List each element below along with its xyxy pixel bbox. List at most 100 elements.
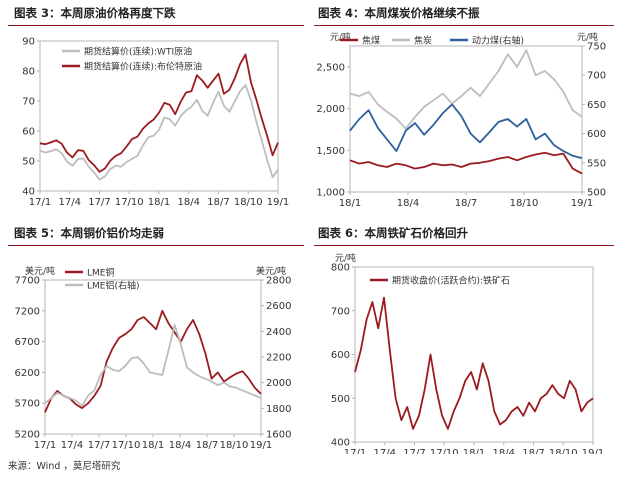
y-tick-label: 800: [331, 263, 350, 274]
x-tick-label: 17/7: [403, 448, 425, 454]
x-tick-label: 18/1: [148, 197, 170, 208]
x-tick-label: 17/10: [115, 197, 144, 208]
y-tick-label: 60: [22, 127, 35, 138]
x-tick-label: 18/7: [522, 448, 544, 454]
x-tick-label: 17/4: [61, 440, 83, 451]
y2-tick-label: 2600: [266, 301, 291, 312]
x-tick-label: 18/10: [510, 198, 539, 209]
title-underline: [8, 245, 304, 246]
y-tick-label: 5700: [15, 399, 40, 410]
y-tick-label: 7200: [15, 306, 40, 317]
series-line: [354, 296, 594, 430]
chart-copper-aluminium: 5200 5700 6200 6700 7200 7700 1600 1800 2000 2200…: [15, 265, 292, 451]
series-line: [349, 151, 583, 175]
x-tick-label: 19/1: [582, 448, 604, 454]
y-tick-label: 5200: [15, 430, 40, 441]
legend-label: LME铜: [87, 267, 114, 279]
x-tick-label: 18/4: [169, 440, 191, 451]
x-tick-label: 18/7: [455, 198, 477, 209]
source-note: 来源：Wind ，莫尼塔研究: [8, 461, 121, 472]
x-tick-label: 17/4: [59, 197, 81, 208]
x-tick-label: 17/7: [88, 197, 110, 208]
x-tick-label: 17/7: [88, 440, 110, 451]
y2-tick-label: 750: [587, 42, 606, 53]
title-underline: [314, 25, 614, 26]
y-tick-label: 50: [22, 157, 35, 168]
series-line: [349, 103, 583, 159]
y-tick-label: 6200: [15, 368, 40, 379]
x-tick-label: 17/1: [34, 440, 56, 451]
plot-frame: [44, 279, 262, 435]
series-line: [39, 53, 279, 173]
chart-title: 图表 3：本周原油价格再度下跌: [14, 6, 176, 20]
y2-tick-label: 600: [587, 129, 606, 140]
chart-crude-oil: 40 50 60 70 80 90 17/1 17/4 17/7 17/10 18/1 18/4 18/…: [22, 37, 289, 209]
x-tick-label: 17/1: [29, 197, 51, 208]
x-tick-label: 17/1: [344, 448, 366, 454]
y-tick-label: 600: [331, 350, 350, 361]
legend-label: 期货结算价(连续):WTI原油: [84, 46, 192, 58]
x-tick-label: 18/4: [493, 448, 515, 454]
legend-label: 期货结算价(连续):布伦特原油: [84, 61, 202, 73]
y-tick-label: 7700: [15, 276, 40, 287]
y2-tick-label: 700: [587, 71, 606, 82]
y2-tick-label: 1800: [266, 404, 291, 415]
y2-tick-label: 2800: [266, 276, 291, 287]
x-tick-label: 19/1: [267, 197, 289, 208]
series-line: [39, 84, 279, 181]
x-tick-label: 19/1: [571, 198, 593, 209]
legend-label: 动力煤(右轴): [472, 35, 524, 47]
chart-panel-coal: 图表 4：本周煤炭价格继续不振 1,000 1,500 2,000 2,500 500 5…: [310, 0, 620, 215]
y2-tick-label: 550: [587, 158, 606, 169]
chart-coal: 1,000 1,500 2,000 2,500 500 550 600 650 700 750元/…: [316, 31, 606, 209]
y2-tick-label: 2200: [266, 353, 291, 364]
title-underline: [314, 245, 614, 246]
chart-panel-copper-aluminium: 图表 5：本周铜价铝价均走弱 5200 5700 6200 6700 7200 7700 1…: [0, 222, 310, 454]
y2-tick-label: 1600: [266, 430, 291, 441]
x-tick-label: 18/7: [207, 197, 229, 208]
y-tick-label: 500: [331, 394, 350, 405]
y2-tick-label: 650: [587, 100, 606, 111]
legend-label: LME铝(右轴): [87, 280, 140, 292]
x-tick-label: 18/1: [463, 448, 485, 454]
x-tick-label: 18/7: [196, 440, 218, 451]
title-underline: [8, 25, 304, 26]
y-tick-label: 80: [22, 67, 35, 78]
y2-tick-label: 2000: [266, 378, 291, 389]
y-tick-label: 6700: [15, 337, 40, 348]
legend-label: 焦煤: [362, 35, 380, 47]
x-tick-label: 17/4: [374, 448, 396, 454]
y-tick-label: 2,500: [316, 62, 345, 73]
y-tick-label: 70: [22, 97, 35, 108]
y-tick-label: 700: [331, 306, 350, 317]
x-tick-label: 17/10: [112, 440, 141, 451]
legend-label: 期货收盘价(活跃合约):铁矿石: [392, 275, 510, 287]
plot-frame: [349, 45, 583, 193]
y2-tick-label: 2400: [266, 327, 291, 338]
y2-tick-label: 500: [587, 188, 606, 199]
y-tick-label: 40: [22, 187, 35, 198]
legend-label: 焦炭: [414, 35, 432, 47]
series-line: [349, 49, 583, 130]
series-line: [44, 324, 262, 407]
x-tick-label: 18/4: [178, 197, 200, 208]
x-tick-label: 18/4: [397, 198, 419, 209]
chart-title: 图表 6：本周铁矿石价格回升: [318, 226, 469, 240]
y-tick-label: 1,500: [316, 146, 345, 157]
chart-panel-crude-oil: 图表 3：本周原油价格再度下跌 40 50 60 70 80 90 17/1 17/4 17/7…: [0, 0, 310, 215]
y-tick-label: 2,000: [316, 104, 345, 115]
y-tick-label: 1,000: [316, 188, 345, 199]
y2-axis-unit: 美元/吨: [256, 265, 286, 277]
y2-axis-unit: 元/吨: [577, 31, 598, 43]
chart-title: 图表 4：本周煤炭价格继续不振: [318, 6, 480, 20]
series-line: [44, 309, 262, 413]
y-tick-label: 90: [22, 37, 35, 48]
y-axis-unit: 美元/吨: [25, 265, 55, 277]
chart-title: 图表 5：本周铜价铝价均走弱: [14, 226, 165, 240]
x-tick-label: 18/10: [220, 440, 249, 451]
x-tick-label: 17/10: [430, 448, 459, 454]
chart-panel-iron-ore: 图表 6：本周铁矿石价格回升 400 500 600 700 800 元/吨 17/1 17/…: [310, 222, 620, 454]
x-tick-label: 18/10: [234, 197, 263, 208]
y-tick-label: 400: [331, 438, 350, 449]
